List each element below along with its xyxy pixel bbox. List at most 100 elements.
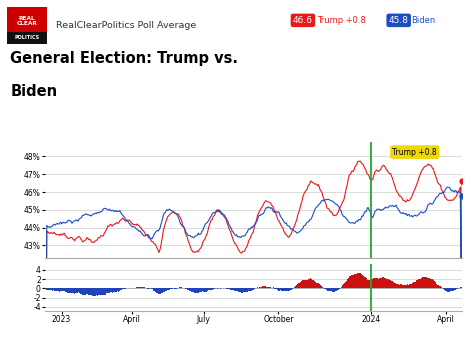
Bar bbox=[142, 287, 143, 289]
Bar bbox=[261, 287, 262, 289]
Bar bbox=[115, 289, 116, 292]
Bar bbox=[389, 280, 390, 289]
Bar bbox=[288, 289, 289, 291]
Bar bbox=[322, 287, 323, 289]
Bar bbox=[297, 284, 298, 289]
Bar bbox=[169, 289, 170, 290]
Bar bbox=[349, 276, 350, 289]
Bar bbox=[329, 289, 330, 291]
Bar bbox=[415, 282, 416, 289]
Bar bbox=[197, 289, 198, 292]
Bar bbox=[341, 287, 342, 289]
Bar bbox=[331, 289, 332, 291]
Bar bbox=[209, 289, 210, 290]
Bar bbox=[80, 289, 81, 294]
Bar bbox=[92, 289, 93, 296]
Bar bbox=[302, 280, 303, 289]
Bar bbox=[267, 287, 268, 289]
Bar bbox=[198, 289, 199, 293]
Bar bbox=[232, 289, 233, 290]
Bar bbox=[132, 287, 133, 289]
Bar bbox=[379, 278, 380, 289]
Bar bbox=[296, 285, 297, 289]
Bar bbox=[450, 289, 451, 291]
Bar bbox=[319, 284, 320, 289]
Bar bbox=[136, 287, 137, 289]
Bar bbox=[139, 287, 140, 289]
Bar bbox=[52, 289, 53, 290]
Bar bbox=[290, 289, 291, 290]
Bar bbox=[141, 287, 142, 289]
Bar bbox=[140, 287, 141, 289]
Text: Trump +0.8: Trump +0.8 bbox=[317, 16, 365, 25]
Bar bbox=[74, 289, 75, 294]
Bar bbox=[425, 277, 426, 289]
Bar bbox=[251, 289, 252, 291]
Bar bbox=[113, 289, 114, 292]
Bar bbox=[206, 289, 207, 292]
Bar bbox=[402, 285, 403, 289]
Bar bbox=[178, 287, 179, 289]
Bar bbox=[131, 287, 132, 289]
Bar bbox=[137, 287, 138, 289]
Bar bbox=[437, 284, 438, 289]
Bar bbox=[383, 277, 384, 289]
Bar bbox=[144, 287, 145, 289]
Bar bbox=[250, 289, 251, 291]
Bar bbox=[373, 278, 374, 289]
Bar bbox=[323, 288, 324, 289]
Bar bbox=[88, 289, 89, 295]
Bar bbox=[191, 289, 192, 292]
Bar bbox=[221, 288, 222, 289]
Bar bbox=[76, 289, 77, 293]
Bar bbox=[417, 280, 418, 289]
Bar bbox=[313, 280, 314, 289]
Bar bbox=[427, 278, 428, 289]
Bar bbox=[104, 289, 105, 295]
Bar bbox=[412, 283, 413, 289]
Bar bbox=[94, 289, 95, 296]
Bar bbox=[311, 279, 312, 289]
Bar bbox=[236, 289, 237, 291]
Bar bbox=[91, 289, 92, 296]
Bar bbox=[110, 289, 111, 292]
Bar bbox=[356, 274, 357, 289]
Bar bbox=[165, 289, 166, 291]
Bar bbox=[120, 289, 121, 290]
Bar bbox=[401, 284, 402, 289]
Bar bbox=[278, 289, 279, 291]
Bar bbox=[65, 289, 66, 292]
Bar bbox=[435, 282, 436, 289]
Bar bbox=[452, 289, 453, 291]
Bar bbox=[252, 289, 253, 290]
Bar bbox=[421, 278, 422, 289]
Bar bbox=[309, 279, 310, 289]
Bar bbox=[428, 278, 429, 289]
Bar bbox=[308, 279, 309, 289]
Bar bbox=[439, 286, 440, 289]
Bar bbox=[208, 289, 209, 290]
Bar bbox=[157, 289, 158, 293]
Bar bbox=[192, 289, 193, 292]
Bar bbox=[272, 287, 273, 289]
Bar bbox=[398, 284, 399, 289]
Bar bbox=[370, 280, 371, 289]
Bar bbox=[317, 283, 318, 289]
Bar bbox=[269, 287, 270, 289]
Bar bbox=[462, 285, 463, 289]
Bar bbox=[205, 289, 206, 292]
Bar bbox=[99, 289, 100, 295]
Text: 45.8: 45.8 bbox=[389, 16, 409, 25]
Bar bbox=[199, 289, 200, 292]
Bar bbox=[118, 289, 119, 291]
Bar bbox=[384, 278, 385, 289]
Bar bbox=[153, 289, 154, 290]
Bar bbox=[416, 281, 417, 289]
Bar bbox=[363, 276, 364, 289]
Bar bbox=[212, 289, 213, 290]
Bar bbox=[361, 274, 362, 289]
Bar bbox=[283, 289, 284, 291]
Bar bbox=[327, 289, 328, 291]
Bar bbox=[51, 289, 52, 290]
Bar bbox=[83, 289, 84, 295]
